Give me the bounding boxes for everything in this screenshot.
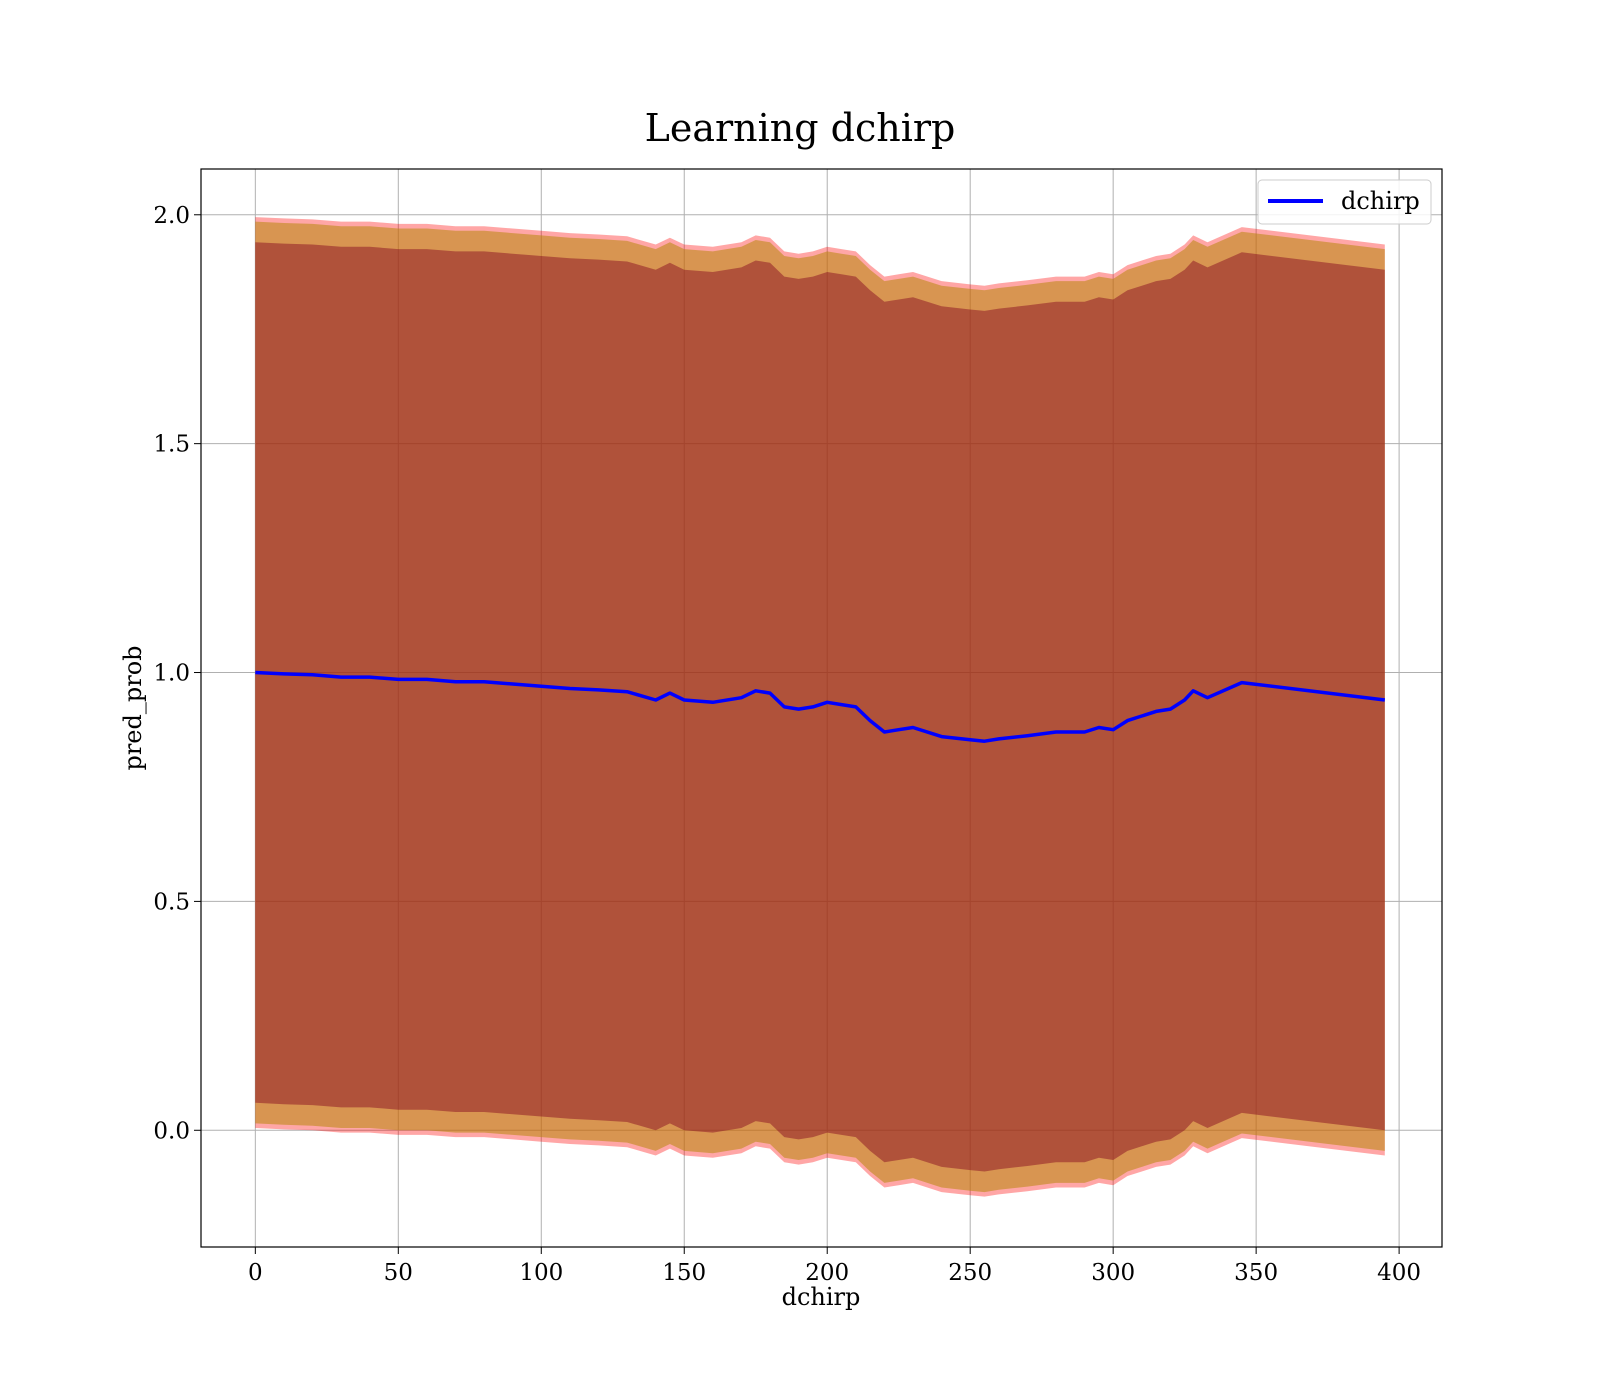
y-tick-label: 0.5: [153, 889, 190, 915]
axis-ticks: 0 50 100 150 200 250 300 350 400 0.0 0.5 1.0 1.5 2.0: [153, 203, 1421, 1286]
x-tick-label: 400: [1377, 1260, 1421, 1286]
y-tick-label: 0.0: [153, 1118, 190, 1144]
legend-label: dchirp: [1341, 187, 1420, 215]
band-inner: [255, 242, 1385, 1172]
x-tick-label: 300: [1091, 1260, 1135, 1286]
series-line-dchirp: [255, 670, 1386, 743]
x-tick-label: 250: [948, 1260, 992, 1286]
x-tick-label: 100: [519, 1260, 563, 1286]
y-axis-label: pred_prob: [119, 645, 147, 770]
x-tick-label: 0: [248, 1260, 263, 1286]
x-tick-label: 50: [384, 1260, 413, 1286]
y-tick-label: 2.0: [153, 203, 190, 229]
x-tick-label: 350: [1234, 1260, 1278, 1286]
y-tick-label: 1.0: [153, 661, 190, 687]
legend-box: [1257, 179, 1432, 225]
y-tick-label: 1.5: [153, 432, 190, 458]
x-tick-label: 200: [805, 1260, 849, 1286]
x-tick-label: 150: [662, 1260, 706, 1286]
x-axis-label: dchirp: [782, 1283, 861, 1311]
series-lines: [255, 670, 1386, 743]
plot-frame: [200, 168, 1443, 1248]
legend: dchirp: [1257, 179, 1432, 225]
band-middle: [255, 221, 1385, 1193]
chart-title: Learning dchirp: [645, 106, 956, 150]
uncertainty-bands: [255, 217, 1385, 1197]
